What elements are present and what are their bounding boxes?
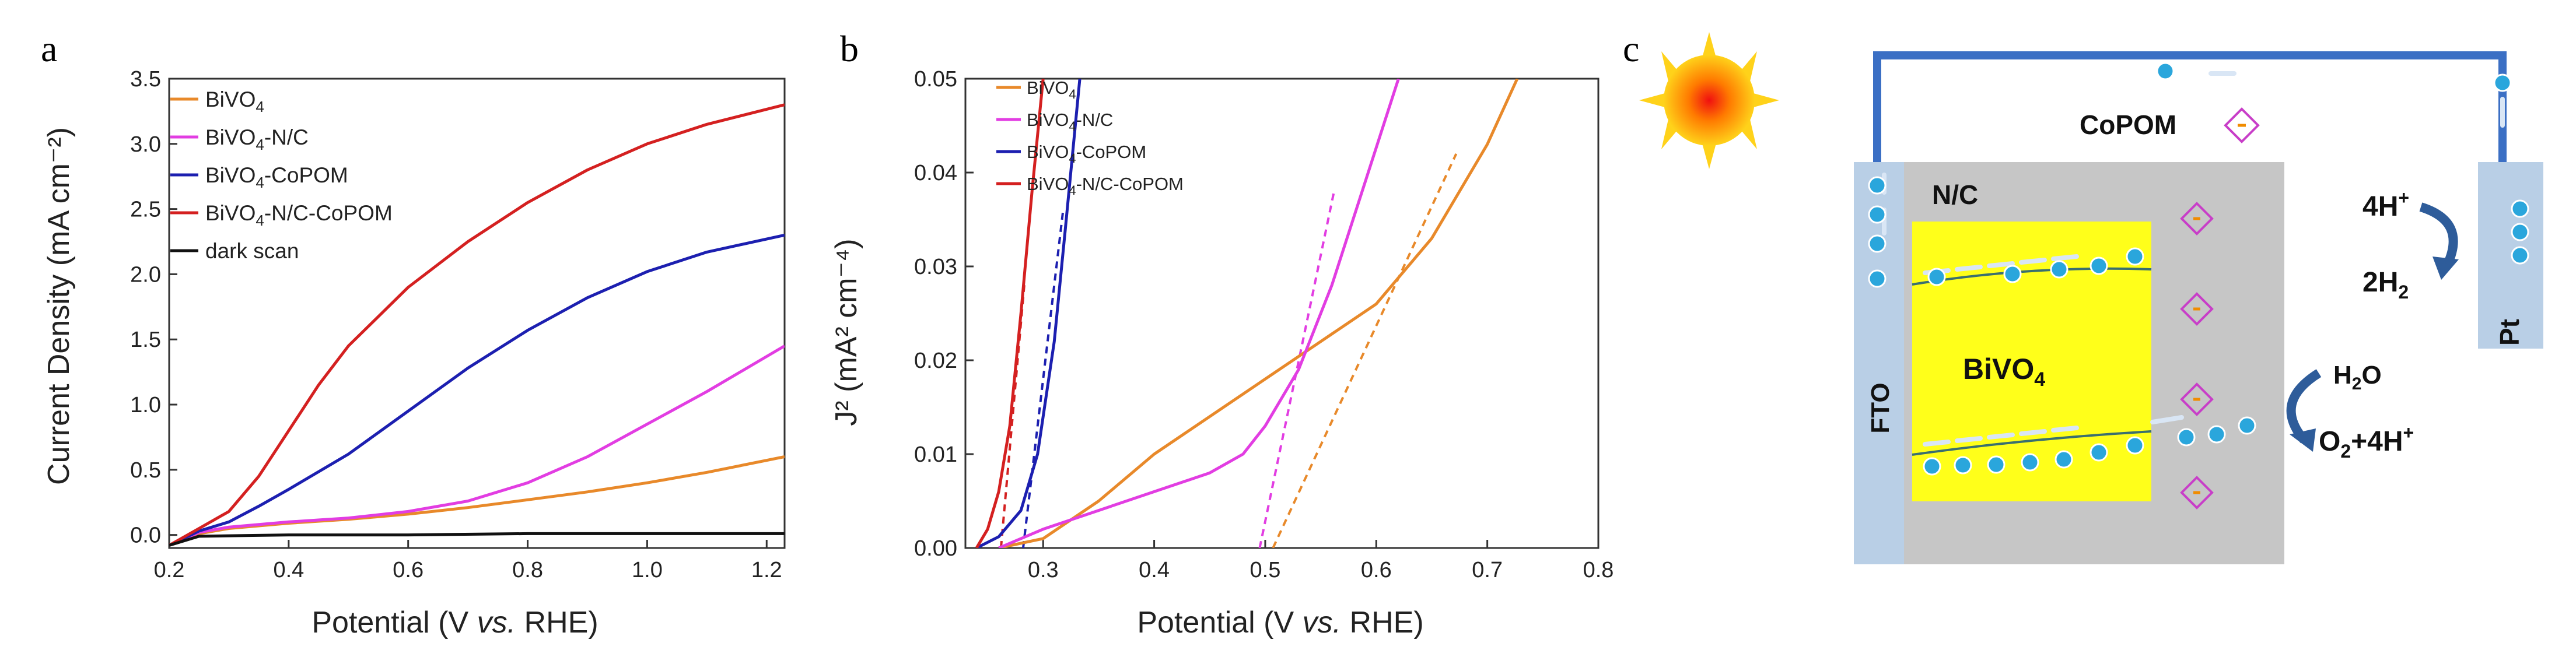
chart-a-xtick-label: 1.2 [751, 558, 782, 582]
chart-b-xtick-label: 0.7 [1472, 558, 1503, 582]
chart-b-ytick-label: 0.00 [914, 536, 957, 561]
chart-b-xtick-label: 0.4 [1139, 558, 1170, 582]
chart-a-ytick-label: 2.5 [130, 198, 161, 222]
chart-b-xtick-label: 0.8 [1583, 558, 1614, 582]
chart-a-legend: BiVO4 BiVO4-N/C BiVO4-CoPOM BiVO4-N/C-Co… [170, 87, 393, 263]
chart-b-series-bivo4-nc [998, 79, 1400, 548]
h2o-label: H2O [2333, 361, 2382, 393]
chart-a: 0.2 0.4 0.6 0.8 1.0 1.2 0.0 0.5 1.0 1.5 2.0 2.5 3.0 3… [130, 67, 786, 582]
chart-a-xtick-label: 1.0 [632, 558, 663, 582]
chart-b-ytick-label: 0.01 [914, 442, 957, 467]
chart-b-ytick-label: 0.05 [914, 67, 957, 92]
panel-a-letter: a [41, 28, 57, 69]
copom-molecule [2180, 382, 2214, 416]
bivo4-label: BiVO4 [1963, 353, 2045, 391]
valence-band-curve [1912, 430, 2152, 456]
h2-label: 2H2 [2362, 267, 2409, 303]
chart-a-ytick-label: 1.5 [130, 328, 161, 352]
chart-a-xtick-label: 0.8 [512, 558, 543, 582]
chart-a-legend-label-bivo4-nc-copom: BiVO4-N/C-CoPOM [205, 201, 393, 229]
chart-b: 0.3 0.4 0.5 0.6 0.7 0.8 0.00 0.01 0.02 0.03 0.04 0.… [914, 67, 1614, 582]
chart-b-ytick-label: 0.02 [914, 349, 957, 373]
chart-b-legend-item-bivo4-nc: BiVO4-N/C [996, 110, 1113, 133]
pt-label: Pt [2494, 319, 2525, 346]
h2-evolution-arrow [2419, 202, 2459, 280]
pt-electrode [2478, 162, 2543, 349]
chart-b-legend: BiVO4 BiVO4-N/C BiVO4-CoPOM BiVO4-N/C-Co… [996, 78, 1184, 198]
chart-b-legend-item-bivo4-nc-copom: BiVO4-N/C-CoPOM [996, 174, 1184, 198]
charge-carriers [1868, 62, 2529, 476]
chart-a-series-bivo4-copom [169, 233, 785, 547]
chart-a-ytick-label: 1.0 [130, 393, 161, 417]
copom-molecules [2180, 107, 2260, 510]
chart-a-ylabel: Current Density (mA cm⁻²) [42, 127, 76, 485]
chart-a-xlabel: Potential (V vs. RHE) [312, 606, 598, 640]
chart-b-series-bivo4 [998, 79, 1519, 548]
chart-b-legend-label-bivo4-copom: BiVO4-CoPOM [1027, 142, 1146, 166]
fto-electrode [1854, 162, 1904, 564]
chart-a-xtick-label: 0.6 [393, 558, 424, 582]
external-circuit-wire [1873, 51, 2507, 162]
chart-a-legend-item-bivo4-nc-copom: BiVO4-N/C-CoPOM [170, 201, 393, 229]
copom-molecule [2180, 476, 2214, 510]
copom-molecule [2224, 107, 2260, 143]
panel-b-letter: b [840, 28, 859, 69]
chart-a-legend-item-bivo4-copom: BiVO4-CoPOM [170, 163, 348, 191]
chart-a-series-bivo4-nc-copom [169, 103, 785, 547]
chart-b-xlabel: Potential (V vs. RHE) [1137, 606, 1423, 640]
chart-a-plot-frame [168, 78, 786, 549]
chart-b-legend-item-bivo4-copom: BiVO4-CoPOM [996, 142, 1146, 166]
copom-molecule [2180, 292, 2214, 326]
chart-b-fit-line-bivo4-copom [1021, 210, 1065, 548]
o2-evolution-arrow [2286, 369, 2322, 452]
chart-b-ylabel: J² (mA² cm⁻⁴) [830, 238, 863, 426]
chart-b-ytick-label: 0.03 [914, 255, 957, 279]
chart-b-legend-item-bivo4: BiVO4 [996, 78, 1076, 101]
fto-label: FTO [1866, 382, 1895, 433]
chart-a-ytick-label: 3.0 [130, 132, 161, 157]
chart-a-legend-label-bivo4-nc: BiVO4-N/C [205, 125, 309, 153]
h-plus-label: 4H+ [2362, 187, 2409, 222]
chart-a-xtick-label: 0.2 [154, 558, 185, 582]
sun-icon [1639, 32, 1779, 169]
chart-a-legend-item-bivo4: BiVO4 [170, 87, 264, 115]
copom-label: CoPOM [2080, 110, 2176, 140]
chart-b-series-bivo4-nc-copom [975, 79, 1045, 548]
chart-a-ytick-label: 2.0 [130, 262, 161, 287]
chart-a-series-dark [169, 532, 785, 547]
nc-label: N/C [1932, 180, 1978, 210]
chart-b-xtick-label: 0.6 [1361, 558, 1392, 582]
chart-a-xtick-label: 0.4 [273, 558, 304, 582]
chart-b-plot-frame [964, 78, 1600, 549]
chart-a-series-bivo4-nc [169, 345, 785, 547]
chart-a-ytick-label: 0.0 [130, 523, 161, 548]
chart-b-xtick-label: 0.3 [1028, 558, 1059, 582]
copom-molecule [2180, 202, 2214, 236]
chart-b-legend-label-bivo4: BiVO4 [1027, 78, 1076, 101]
chart-a-legend-label-bivo4-copom: BiVO4-CoPOM [205, 163, 348, 191]
chart-a-legend-label-bivo4: BiVO4 [205, 87, 264, 115]
chart-b-series-bivo4-copom [975, 79, 1082, 548]
panel-c-letter: c [1623, 28, 1639, 69]
chart-b-xtick-label: 0.5 [1250, 558, 1281, 582]
chart-a-ytick-label: 3.5 [130, 67, 161, 92]
chart-b-legend-label-bivo4-nc-copom: BiVO4-N/C-CoPOM [1027, 174, 1184, 198]
chart-a-legend-label-dark: dark scan [205, 239, 299, 263]
chart-a-legend-item-dark: dark scan [170, 239, 299, 263]
chart-a-legend-item-bivo4-nc: BiVO4-N/C [170, 125, 309, 153]
chart-a-ytick-label: 0.5 [130, 458, 161, 483]
chart-b-ytick-label: 0.04 [914, 161, 957, 185]
o2-label: O2+4H+ [2319, 422, 2414, 462]
chart-b-legend-label-bivo4-nc: BiVO4-N/C [1027, 110, 1113, 133]
